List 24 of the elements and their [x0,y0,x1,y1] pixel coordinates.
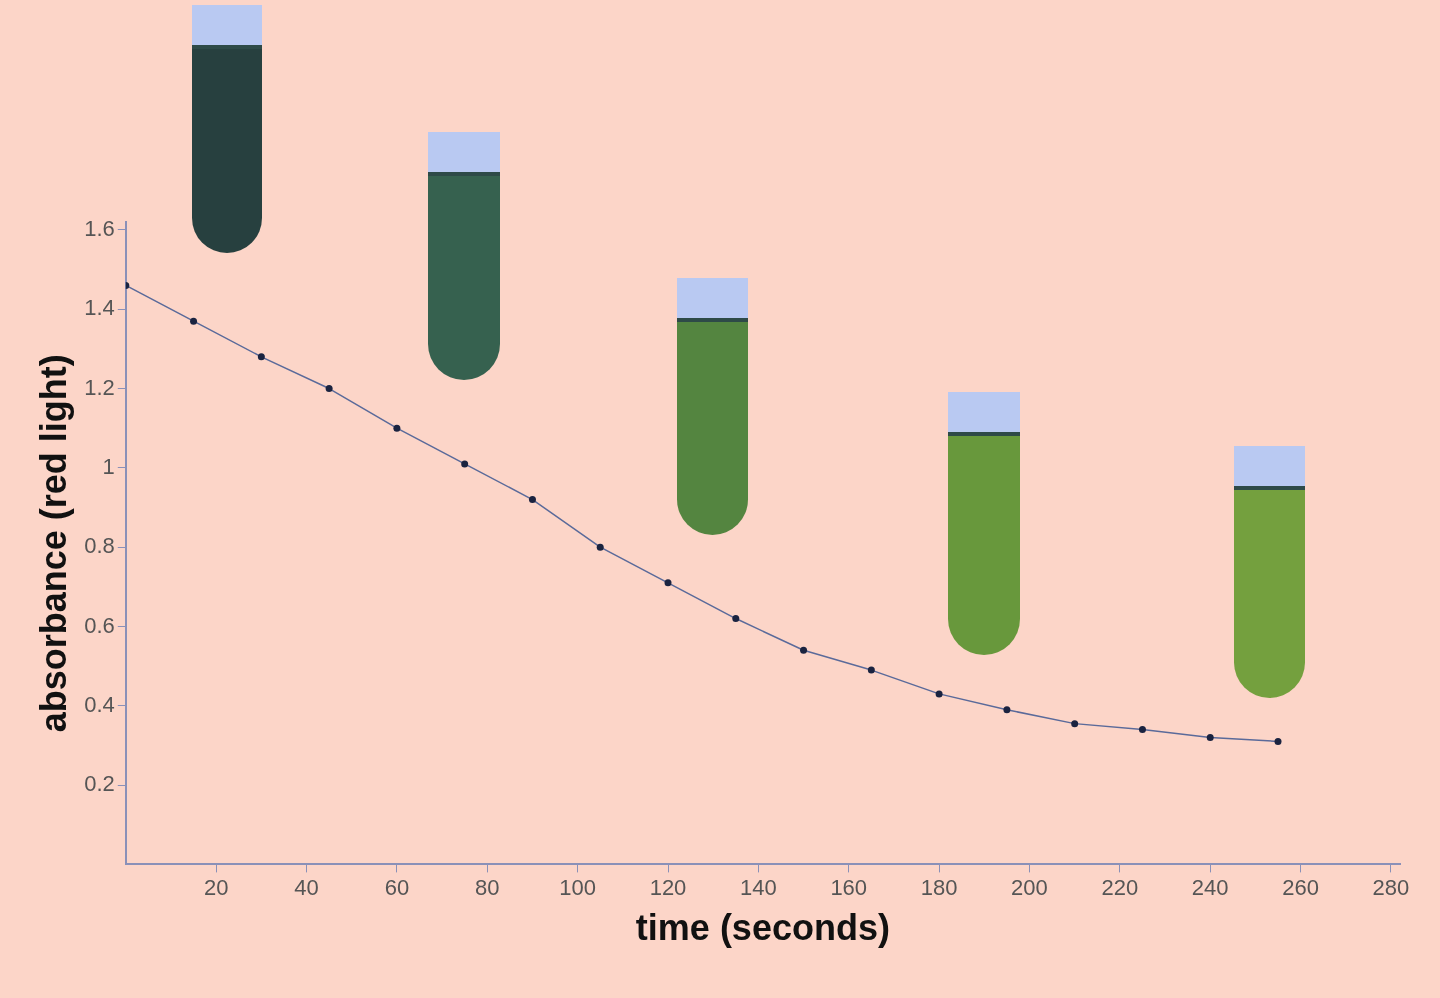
x-tick-label: 40 [294,874,319,900]
y-tick-label: 0.8 [84,533,115,559]
x-tick-label: 240 [1191,874,1229,900]
y-tick-label: 1 [102,453,115,479]
y-tick-label: 1.6 [84,215,115,241]
y-tick-label: 1.4 [84,295,115,321]
x-tick-label: 100 [559,874,596,900]
x-tick-label: 160 [830,874,868,900]
y-tick-label: 1.2 [84,374,115,400]
y-tick-label: 0.4 [84,691,115,717]
x-tick-label: 180 [920,874,958,900]
x-tick-label: 60 [384,874,410,900]
x-axis-title: time (seconds) [635,907,890,949]
x-tick-label: 280 [1372,874,1410,900]
x-tick-label: 260 [1282,874,1319,900]
x-tick-label: 220 [1101,874,1139,900]
y-tick-label: 0.2 [84,771,115,797]
y-axis-title: absorbance (red light) [32,354,74,733]
x-tick-label: 80 [475,874,500,900]
x-tick-label: 120 [649,874,687,900]
y-tick-label: 0.6 [84,612,115,638]
x-tick-label: 20 [203,874,229,900]
x-tick-label: 140 [740,874,777,900]
x-tick-label: 200 [1011,874,1048,900]
